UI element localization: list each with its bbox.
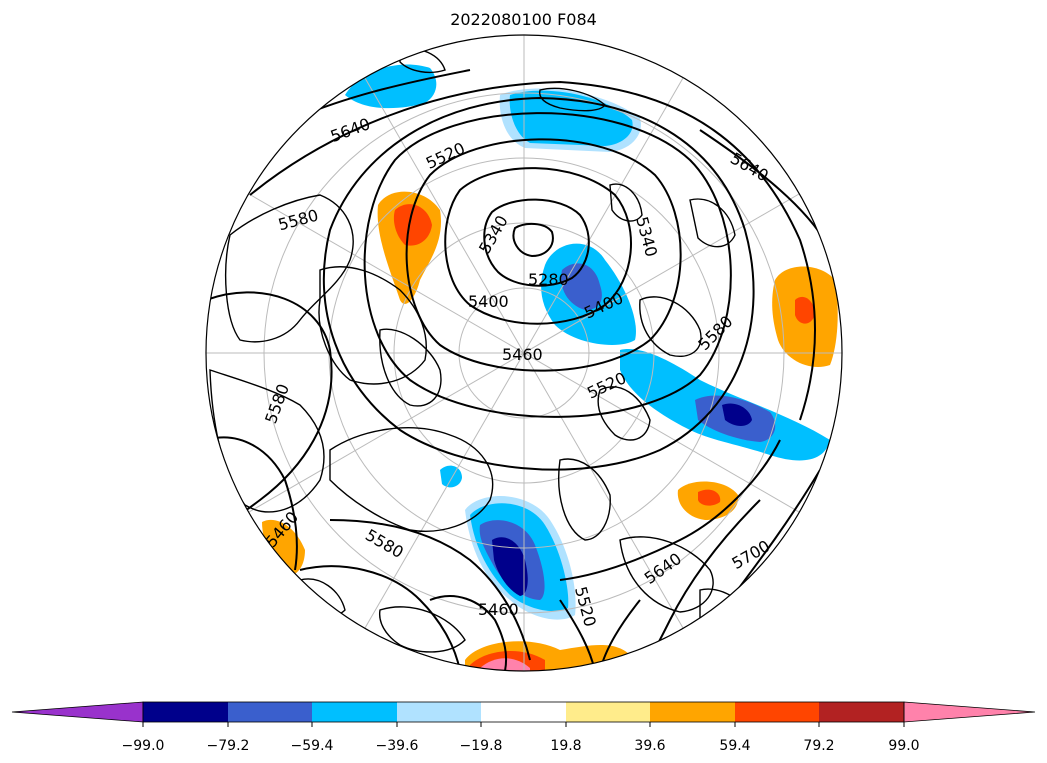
colorbar-segment	[481, 702, 566, 722]
colorbar-segment	[735, 702, 819, 722]
colorbar-tick-label: −79.2	[207, 738, 250, 754]
contour-label: 5700	[728, 536, 773, 573]
colorbar-segment	[312, 702, 397, 722]
colorbar-segment	[566, 702, 650, 722]
contour-label: 5340	[475, 212, 512, 257]
contour-label: 5340	[632, 215, 661, 259]
colorbar-tick-label: −59.4	[291, 738, 334, 754]
anomaly-negative-region	[722, 403, 752, 426]
contour-label: 5640	[727, 149, 772, 186]
colorbar-labels: −99.0 −79.2 −59.4 −39.6 −19.8 19.8 39.6 …	[122, 738, 920, 754]
anomaly-negative-region	[440, 465, 462, 488]
anomaly-positive-region	[795, 296, 815, 324]
colorbar-segment	[397, 702, 481, 722]
contour-label: 5460	[478, 600, 519, 619]
contour-label: 5520	[423, 138, 468, 172]
colorbar-tick-label: 59.4	[719, 738, 750, 754]
colorbar-outline	[142, 701, 905, 723]
colorbar-segment	[819, 702, 904, 722]
map-boundary	[205, 34, 843, 672]
colorbar: −99.0 −79.2 −59.4 −39.6 −19.8 19.8 39.6 …	[11, 701, 1036, 754]
colorbar-tick-label: 19.8	[550, 738, 581, 754]
contour-label: 5280	[528, 270, 569, 289]
anomaly-positive-region	[698, 489, 721, 506]
contour-label: 5520	[584, 368, 629, 402]
contour-label: 5640	[328, 114, 373, 146]
contour-label: 5580	[276, 205, 320, 234]
colorbar-extend-min	[11, 701, 144, 723]
contour-label: 5400	[468, 292, 509, 311]
contour-label: 5580	[362, 525, 407, 562]
colorbar-ticks	[142, 722, 905, 727]
anomaly-shading	[262, 64, 838, 671]
colorbar-segment	[228, 702, 312, 722]
map-title: 2022080100 F084	[450, 10, 597, 29]
anomaly-negative-region	[492, 537, 528, 596]
contour-label: 5580	[694, 312, 736, 354]
colorbar-tick-label: −99.0	[122, 738, 165, 754]
colorbar-tick-label: −19.8	[460, 738, 503, 754]
polar-map: 5640 5520 5580 5340 5280 5400 5460 5520 …	[205, 34, 843, 672]
anomaly-negative-region	[561, 263, 602, 310]
anomaly-positive-region	[393, 204, 432, 246]
contour-label: 5460	[502, 345, 543, 364]
colorbar-segment	[650, 702, 735, 722]
colorbar-extend-max	[903, 701, 1036, 723]
colorbar-segments	[11, 701, 1036, 723]
anomaly-positive-region	[262, 519, 305, 575]
colorbar-tick-label: −39.6	[376, 738, 419, 754]
colorbar-tick-label: 39.6	[634, 738, 665, 754]
map-content: 5640 5520 5580 5340 5280 5400 5460 5520 …	[206, 35, 842, 671]
colorbar-tick-label: 79.2	[803, 738, 834, 754]
colorbar-segment	[143, 702, 228, 722]
colorbar-tick-label: 99.0	[888, 738, 919, 754]
